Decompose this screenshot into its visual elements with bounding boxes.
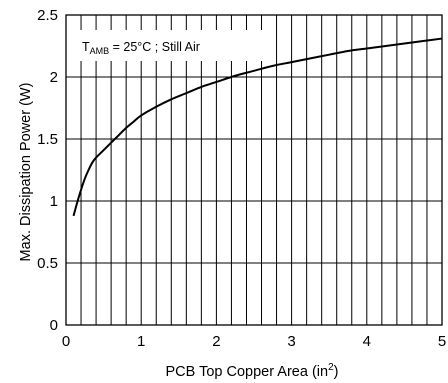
y-tick-label: 0 bbox=[50, 317, 58, 334]
grid-layer bbox=[66, 15, 442, 325]
annotation-prefix: T bbox=[82, 40, 90, 54]
x-tick-label: 2 bbox=[212, 333, 220, 350]
annotation-rest: = 25°C ; Still Air bbox=[109, 40, 200, 54]
series-layer bbox=[72, 37, 443, 217]
y-tick-label: 2 bbox=[50, 69, 58, 86]
y-tick-label: 1.5 bbox=[37, 131, 58, 148]
x-tick-label: 0 bbox=[62, 333, 70, 350]
annotation-subscript: AMB bbox=[90, 46, 110, 56]
tick-labels: 0 1 2 3 4 5 0 0.5 1 1.5 2 2.5 bbox=[37, 7, 446, 350]
y-tick-label: 1 bbox=[50, 193, 58, 210]
annotation-box bbox=[72, 30, 266, 61]
y-tick-label: 0.5 bbox=[37, 255, 58, 272]
x-tick-label: 4 bbox=[363, 333, 371, 350]
x-tick-label: 1 bbox=[137, 333, 145, 350]
plot-frame bbox=[65, 14, 443, 326]
y-axis-title: Max. Dissipation Power (W) bbox=[18, 83, 34, 262]
annotation-text: TAMB = 25°C ; Still Air bbox=[82, 40, 200, 56]
x-axis-title: PCB Top Copper Area (in2) bbox=[166, 362, 339, 380]
x-tick-label: 3 bbox=[287, 333, 295, 350]
x-tick-label: 5 bbox=[438, 333, 446, 350]
power-curve bbox=[72, 37, 443, 217]
x-axis-title-sup: 2 bbox=[328, 362, 334, 373]
x-axis-title-main: PCB Top Copper Area (in bbox=[166, 364, 329, 380]
y-tick-label: 2.5 bbox=[37, 7, 58, 24]
x-axis-title-close: ) bbox=[334, 364, 339, 380]
